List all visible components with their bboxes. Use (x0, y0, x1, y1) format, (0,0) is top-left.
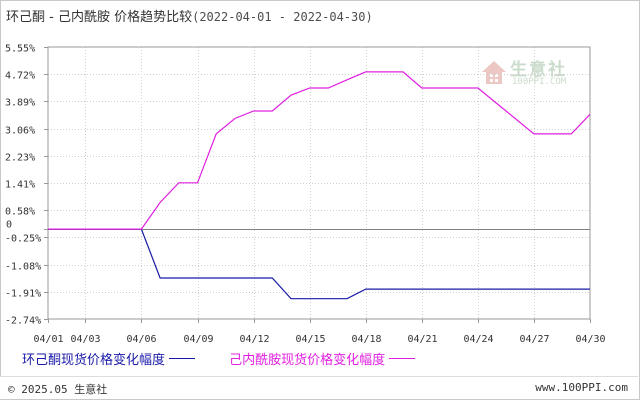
x-tick-label: 04/01 (33, 334, 63, 345)
y-tick-label: 5.55% (5, 44, 35, 55)
chart-title: 环己酮 - 己内酰胺 价格趋势比较(2022-04-01 - 2022-04-3… (6, 6, 373, 25)
x-tick-label: 04/03 (70, 334, 100, 345)
x-tick-label: 04/21 (407, 334, 437, 345)
chart-legend: 环己酮现货价格变化幅度 己内酰胺现货价格变化幅度 (22, 349, 445, 368)
y-tick-label: -2.74% (5, 316, 41, 327)
legend-item-series2: 己内酰胺现货价格变化幅度 (229, 349, 416, 368)
footer: © 2025.05 生意社 www.100PPI.com (0, 376, 638, 399)
watermark-name: 生意社 (510, 60, 567, 80)
chart-title-main: 环己酮 - 己内酰胺 价格趋势比较 (6, 10, 193, 25)
chart-date-range: (2022-04-01 - 2022-04-30) (192, 10, 373, 24)
legend-item-series1: 环己酮现货价格变化幅度 (22, 349, 196, 368)
y-tick-label: 0.58% (5, 207, 35, 218)
x-tick-label: 04/06 (126, 334, 156, 345)
y-tick-label: 3.06% (5, 126, 35, 137)
x-tick-label: 04/15 (295, 334, 325, 345)
series-line-1 (48, 228, 590, 300)
y-tick-label: -0.25% (5, 234, 41, 245)
watermark-url: 100PPI.COM (512, 77, 567, 87)
house-icon (482, 61, 506, 84)
x-tick-label: 04/30 (575, 334, 605, 345)
y-tick-label: -1.08% (5, 262, 41, 273)
x-tick-label: 04/09 (183, 334, 213, 345)
series-line-2 (48, 71, 591, 230)
y-tick-label: 4.72% (5, 71, 35, 82)
y-tick-label: 2.23% (5, 153, 35, 164)
legend-label-series2: 己内酰胺现货价格变化幅度 (229, 353, 386, 368)
y-tick-label: 0 (6, 220, 12, 231)
y-tick-label: 3.89% (5, 98, 35, 109)
y-tick-label: -1.91% (5, 289, 41, 300)
x-tick-label: 04/24 (463, 334, 493, 345)
legend-label-series1: 环己酮现货价格变化幅度 (22, 353, 166, 368)
x-tick-label: 04/18 (351, 334, 381, 345)
footer-site-link[interactable]: www.100PPI.com (535, 381, 628, 394)
y-tick-label: 1.41% (5, 180, 35, 191)
x-tick-label: 04/27 (519, 334, 549, 345)
legend-swatch-series2 (389, 358, 416, 359)
watermark-logo: 生意社 100PPI.COM (480, 55, 590, 95)
x-tick-label: 04/12 (239, 334, 269, 345)
legend-swatch-series1 (169, 358, 196, 359)
footer-copyright: © 2025.05 生意社 (8, 383, 108, 396)
